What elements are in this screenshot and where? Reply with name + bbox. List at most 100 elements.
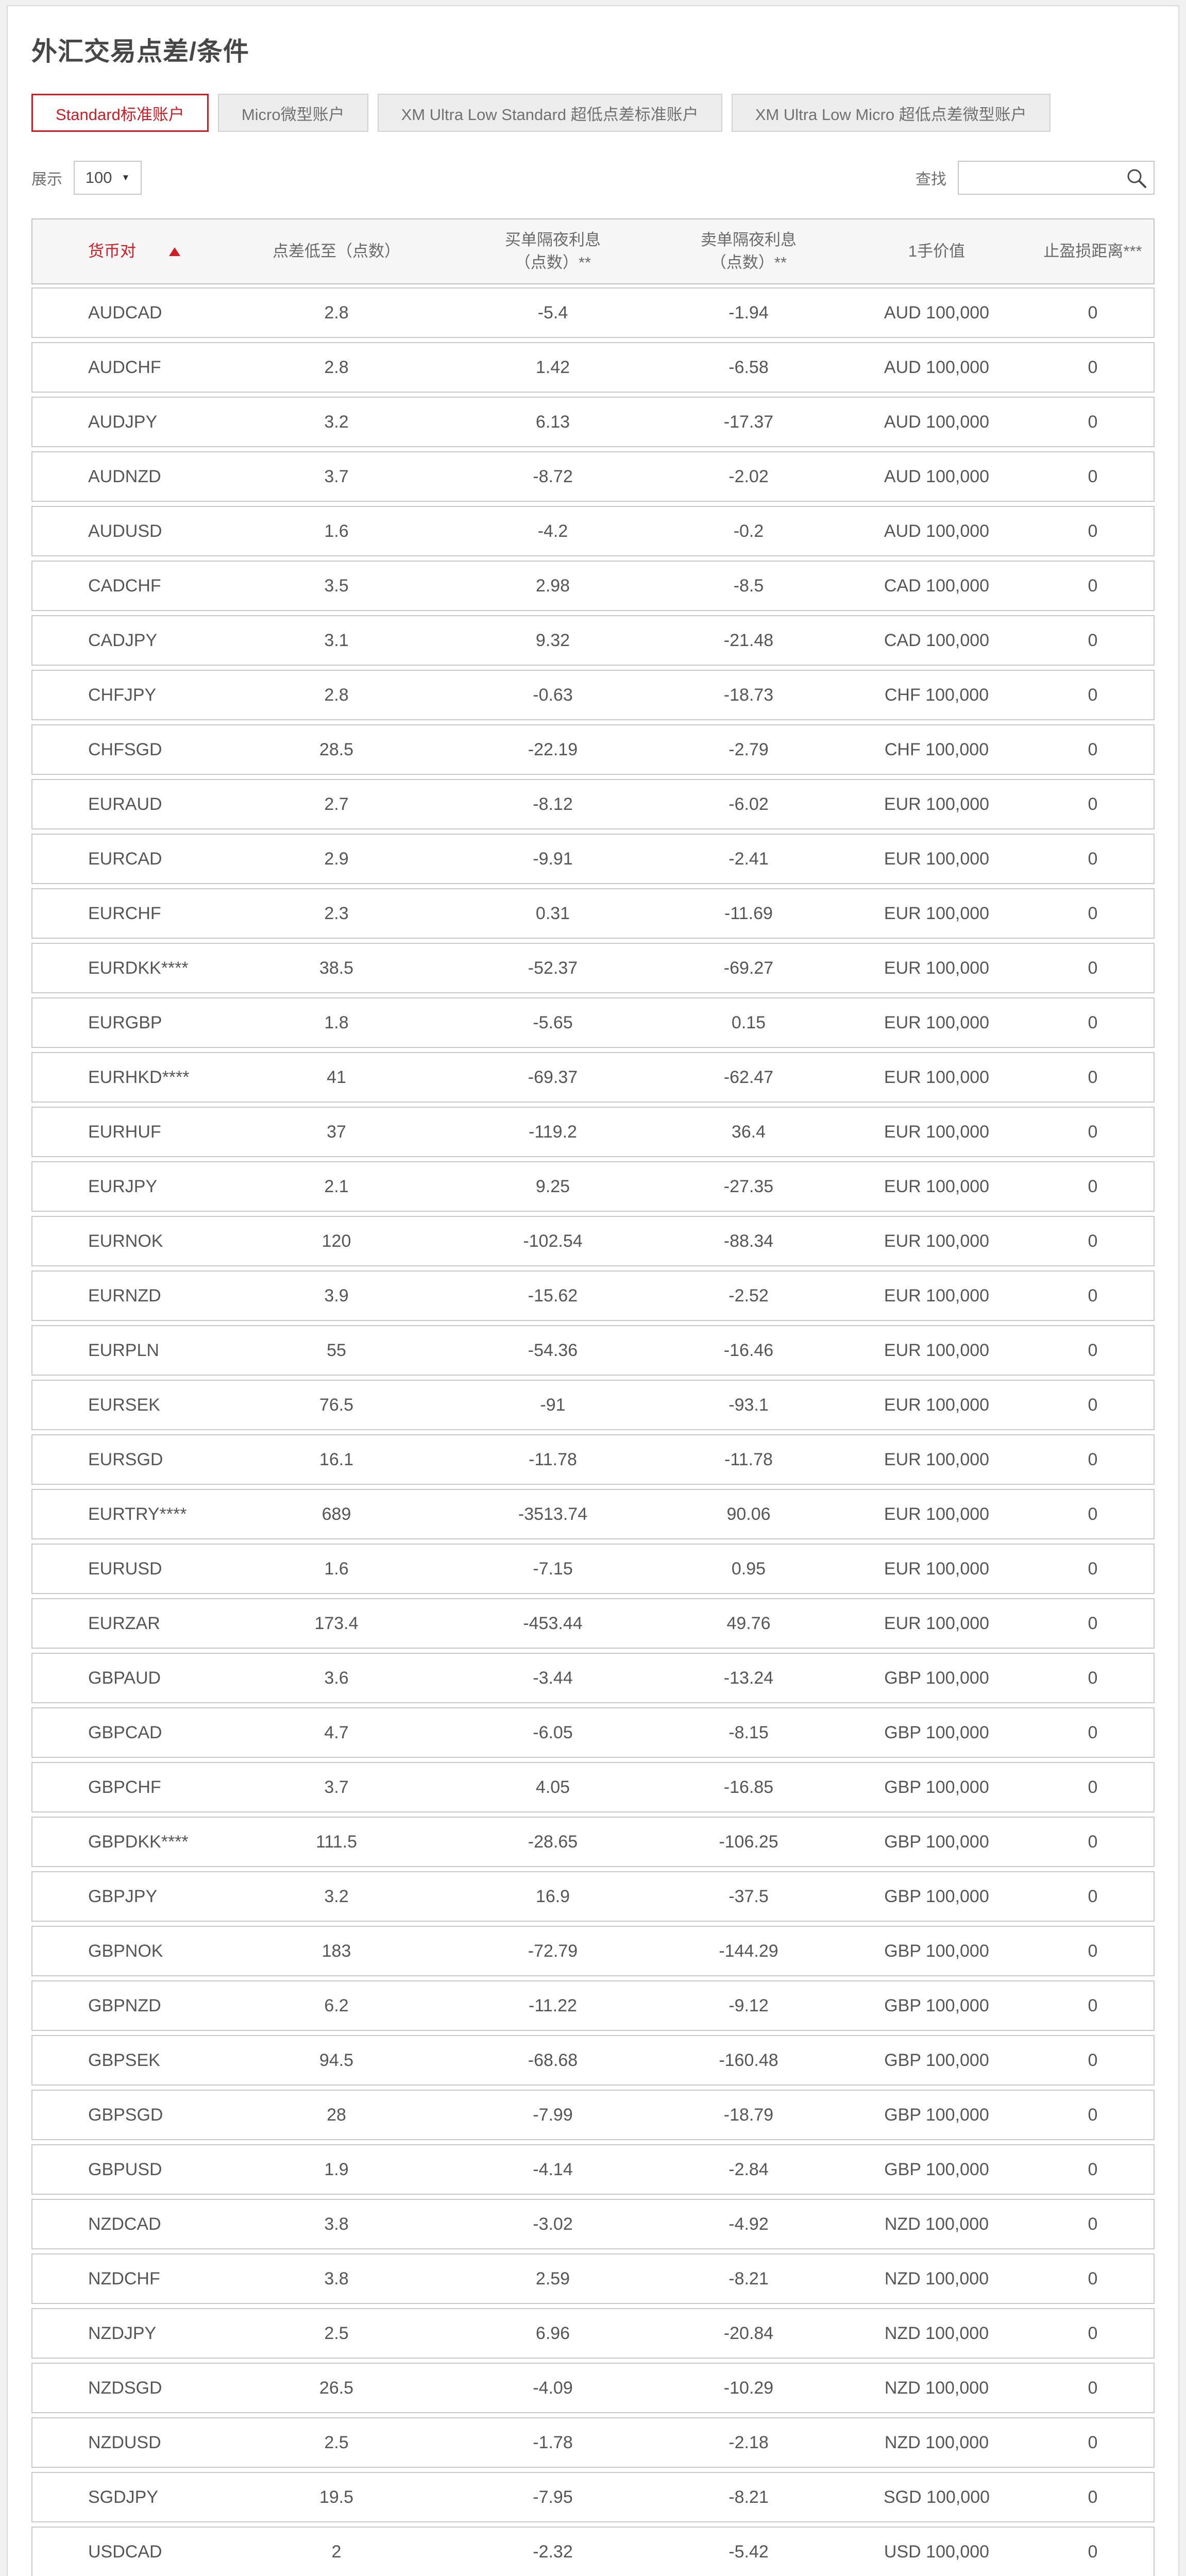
cell-stop-distance: 0 [1088,1012,1098,1032]
cell-stop-distance: 0 [1088,521,1098,541]
column-header-long-swap[interactable]: 买单隔夜利息 （点数）** [505,231,601,272]
cell-long-swap: -5.65 [533,1012,573,1032]
search-icon[interactable] [1126,167,1147,192]
table-row: GBPSEK 94.5 -68.68 -160.48 GBP 100,000 0 [31,2035,1155,2086]
cell-stop-distance: 0 [1088,1995,1098,2015]
cell-currency-pair: NZDJPY [88,2323,157,2343]
table-row: EURAUD 2.7 -8.12 -6.02 EUR 100,000 0 [31,779,1155,829]
cell-lot-value: EUR 100,000 [884,1449,990,1469]
cell-spread: 4.7 [324,1722,349,1742]
column-header-lot-value[interactable]: 1手价值 [908,242,965,260]
cell-long-swap: -11.78 [529,1449,577,1469]
cell-spread: 3.7 [324,1777,349,1797]
cell-lot-value: GBP 100,000 [884,2159,989,2179]
cell-lot-value: GBP 100,000 [884,2050,989,2070]
table-row: GBPNZD 6.2 -11.22 -9.12 GBP 100,000 0 [31,1980,1155,2031]
cell-stop-distance: 0 [1088,1558,1098,1579]
cell-currency-pair: AUDUSD [88,521,162,541]
cell-long-swap: -3.44 [533,1668,573,1688]
cell-lot-value: CHF 100,000 [884,685,989,705]
table-row: NZDUSD 2.5 -1.78 -2.18 NZD 100,000 0 [31,2417,1155,2468]
table-row: AUDUSD 1.6 -4.2 -0.2 AUD 100,000 0 [31,506,1155,556]
cell-lot-value: CAD 100,000 [884,630,990,650]
cell-stop-distance: 0 [1088,1340,1098,1360]
cell-stop-distance: 0 [1088,1395,1098,1415]
cell-long-swap: -3.02 [533,2214,573,2234]
table-row: EURSEK 76.5 -91 -93.1 EUR 100,000 0 [31,1380,1155,1430]
cell-stop-distance: 0 [1088,1722,1098,1742]
cell-spread: 28.5 [319,739,354,759]
column-header-currency-pair[interactable]: 货币对 [32,240,223,263]
table-row: EURPLN 55 -54.36 -16.46 EUR 100,000 0 [31,1325,1155,1376]
cell-short-swap: -6.58 [728,357,769,377]
table-row: NZDJPY 2.5 6.96 -20.84 NZD 100,000 0 [31,2308,1155,2359]
cell-spread: 1.8 [324,1012,349,1032]
cell-currency-pair: AUDNZD [88,466,161,486]
cell-short-swap: -6.02 [728,794,769,814]
cell-spread: 1.6 [324,1558,349,1579]
column-header-spread[interactable]: 点差低至（点数） [273,242,400,260]
cell-currency-pair: EURAUD [88,794,162,814]
tab-ultra-low-micro-account[interactable]: XM Ultra Low Micro 超低点差微型账户 [731,94,1051,132]
cell-spread: 76.5 [319,1395,354,1415]
column-header-stop-distance[interactable]: 止盈损距离*** [1043,242,1142,260]
cell-currency-pair: NZDCAD [88,2214,161,2234]
cell-lot-value: GBP 100,000 [884,1668,989,1688]
cell-currency-pair: GBPUSD [88,2159,162,2179]
cell-currency-pair: AUDCHF [88,357,161,377]
cell-long-swap: 2.98 [535,575,570,596]
cell-spread: 26.5 [319,2378,354,2398]
cell-currency-pair: GBPSEK [88,2050,160,2070]
table-row: GBPCAD 4.7 -6.05 -8.15 GBP 100,000 0 [31,1707,1155,1758]
cell-spread: 55 [327,1340,346,1360]
tab-ultra-low-standard-account[interactable]: XM Ultra Low Standard 超低点差标准账户 [377,94,722,132]
cell-spread: 2.7 [324,794,349,814]
cell-stop-distance: 0 [1088,575,1098,596]
cell-short-swap: 49.76 [726,1613,771,1633]
cell-stop-distance: 0 [1088,1777,1098,1797]
cell-currency-pair: GBPCAD [88,1722,162,1742]
tab-standard-account[interactable]: Standard标准账户 [31,94,209,132]
cell-currency-pair: GBPCHF [88,1777,161,1797]
table-row: AUDJPY 3.2 6.13 -17.37 AUD 100,000 0 [31,397,1155,447]
tab-micro-account[interactable]: Micro微型账户 [217,94,368,132]
table-row: SGDJPY 19.5 -7.95 -8.21 SGD 100,000 0 [31,2472,1155,2522]
cell-short-swap: -160.48 [719,2050,778,2070]
cell-long-swap: -11.22 [529,1995,577,2015]
column-header-short-swap[interactable]: 卖单隔夜利息 （点数）** [701,231,797,272]
cell-currency-pair: GBPAUD [88,1668,161,1688]
cell-short-swap: -37.5 [728,1886,769,1906]
cell-lot-value: EUR 100,000 [884,958,990,978]
cell-short-swap: -69.27 [723,958,774,978]
cell-short-swap: -20.84 [723,2323,774,2343]
cell-short-swap: 0.15 [731,1012,766,1032]
table-row: GBPCHF 3.7 4.05 -16.85 GBP 100,000 0 [31,1762,1155,1812]
table-row: NZDSGD 26.5 -4.09 -10.29 NZD 100,000 0 [31,2363,1155,2413]
cell-short-swap: -27.35 [723,1176,774,1196]
cell-currency-pair: EURJPY [88,1176,158,1196]
cell-spread: 183 [321,1941,351,1961]
cell-currency-pair: AUDCAD [88,302,162,323]
cell-spread: 3.9 [324,1285,349,1306]
search-label: 查找 [916,171,946,188]
cell-currency-pair: EURTRY**** [88,1504,187,1524]
cell-currency-pair: EURSEK [88,1395,160,1415]
cell-lot-value: AUD 100,000 [884,412,990,432]
cell-lot-value: NZD 100,000 [884,2432,989,2452]
search-input[interactable] [958,161,1155,195]
cell-long-swap: -68.68 [528,2050,578,2070]
cell-spread: 173.4 [314,1613,359,1633]
page-size-select[interactable]: 100 ▼ [74,161,142,195]
cell-long-swap: -91 [540,1395,566,1415]
table-row: EURHUF 37 -119.2 36.4 EUR 100,000 0 [31,1107,1155,1157]
cell-stop-distance: 0 [1088,739,1098,759]
page-size-value: 100 [85,168,112,187]
cell-long-swap: -3513.74 [518,1504,588,1524]
cell-spread: 28 [327,2105,346,2125]
cell-stop-distance: 0 [1088,903,1098,923]
cell-spread: 2.8 [324,685,349,705]
cell-stop-distance: 0 [1088,1231,1098,1251]
cell-long-swap: -453.44 [523,1613,583,1633]
table-header-row: 货币对 点差低至（点数） 买单隔夜利息 （点数）** 卖单隔夜利息 （点数）** 1… [31,218,1155,284]
cell-lot-value: USD 100,000 [884,2541,990,2562]
